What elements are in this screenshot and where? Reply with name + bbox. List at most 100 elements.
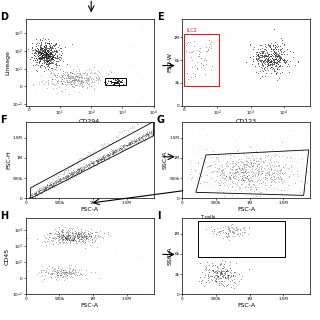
Point: [68, 172, 73, 177]
Point: [237, 177, 242, 182]
Point: [274, 63, 279, 68]
Point: [60, 72, 66, 77]
Point: [292, 248, 297, 253]
Point: [114, 149, 119, 154]
Point: [271, 161, 276, 166]
Point: [72, 79, 77, 84]
Point: [136, 136, 141, 141]
Point: [234, 168, 239, 173]
Point: [82, 70, 87, 75]
Point: [71, 82, 76, 87]
Point: [34, 47, 39, 52]
Point: [64, 235, 69, 240]
Point: [254, 133, 259, 138]
Point: [249, 165, 254, 171]
Point: [199, 61, 204, 66]
Point: [47, 184, 52, 189]
Point: [216, 235, 221, 240]
Point: [49, 55, 54, 60]
Point: [33, 81, 38, 86]
Point: [203, 71, 208, 76]
Point: [81, 166, 86, 172]
Point: [49, 57, 54, 62]
Point: [273, 56, 278, 61]
Point: [208, 274, 213, 279]
Point: [88, 234, 93, 239]
Point: [43, 31, 48, 36]
Point: [32, 190, 37, 196]
Point: [234, 169, 239, 174]
Point: [268, 45, 274, 51]
Point: [182, 139, 188, 144]
Point: [260, 53, 265, 58]
Point: [230, 181, 236, 186]
Point: [37, 58, 42, 63]
Point: [46, 60, 51, 65]
Point: [222, 278, 227, 284]
Point: [264, 47, 269, 52]
Point: [271, 61, 276, 67]
Point: [76, 170, 82, 175]
Point: [289, 162, 294, 167]
Point: [111, 80, 116, 85]
Point: [71, 271, 76, 276]
Point: [230, 180, 235, 186]
Point: [122, 143, 127, 148]
Point: [290, 159, 295, 164]
Point: [293, 129, 299, 134]
Point: [38, 49, 44, 54]
Point: [57, 48, 62, 53]
Point: [75, 236, 80, 241]
Point: [269, 53, 274, 58]
Point: [75, 227, 80, 232]
Point: [68, 266, 73, 271]
Point: [108, 79, 114, 84]
Point: [241, 170, 246, 175]
Point: [247, 183, 252, 188]
Point: [124, 142, 129, 147]
Point: [52, 180, 58, 185]
Point: [264, 170, 269, 175]
Point: [46, 57, 52, 62]
Point: [208, 176, 213, 181]
Point: [95, 159, 100, 164]
Point: [264, 170, 269, 175]
Point: [56, 62, 61, 67]
Point: [52, 268, 57, 273]
Point: [200, 126, 205, 131]
Point: [276, 59, 281, 64]
Point: [121, 69, 126, 75]
Point: [271, 53, 276, 58]
Point: [46, 48, 51, 53]
Point: [63, 236, 68, 241]
Point: [255, 161, 260, 166]
Point: [93, 229, 98, 235]
Point: [215, 157, 220, 162]
Point: [141, 24, 146, 29]
Point: [66, 171, 71, 176]
Point: [132, 96, 137, 101]
Point: [282, 169, 287, 174]
Point: [37, 55, 43, 60]
Point: [281, 59, 286, 64]
Point: [250, 61, 255, 67]
Point: [31, 194, 36, 199]
Point: [108, 80, 113, 85]
Point: [115, 79, 120, 84]
Point: [268, 65, 273, 70]
Point: [117, 146, 123, 151]
Point: [82, 231, 87, 236]
Point: [269, 60, 275, 65]
Point: [222, 179, 228, 184]
Point: [273, 175, 278, 180]
Point: [65, 272, 70, 277]
Point: [75, 171, 80, 176]
Point: [42, 57, 47, 62]
Point: [272, 58, 277, 63]
Point: [142, 136, 147, 141]
Point: [267, 170, 272, 175]
Point: [40, 45, 45, 51]
Point: [102, 155, 107, 160]
Point: [66, 236, 71, 242]
Point: [70, 268, 75, 273]
